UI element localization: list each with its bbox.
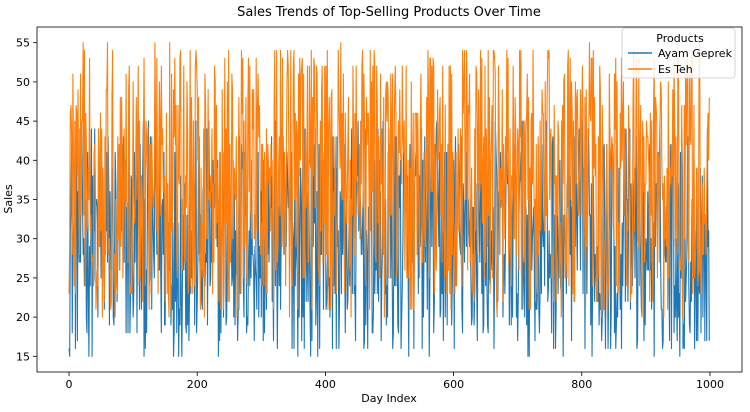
y-tick-label: 15 [16, 350, 30, 363]
y-axis-label: Sales [2, 184, 15, 214]
y-tick-label: 50 [16, 76, 30, 89]
legend-box [621, 27, 736, 79]
x-axis: 0 200 400 600 800 1000 [66, 372, 724, 391]
series-line-es-teh [68, 42, 710, 318]
legend-label-es-teh: Es Teh [658, 63, 693, 76]
series-layer [68, 42, 710, 357]
chart-title: Sales Trends of Top-Selling Products Ove… [237, 5, 541, 20]
y-tick-label: 35 [16, 194, 30, 207]
x-tick-label: 200 [187, 378, 208, 391]
x-tick-label: 1000 [696, 378, 724, 391]
legend: Products Ayam Geprek Es Teh [621, 27, 736, 79]
x-axis-label: Day Index [361, 392, 417, 405]
y-tick-label: 30 [16, 233, 30, 246]
y-axis: 15 20 25 30 35 40 45 50 55 [16, 37, 37, 363]
y-tick-label: 55 [16, 37, 30, 50]
y-tick-label: 40 [16, 154, 30, 167]
x-tick-label: 800 [571, 378, 592, 391]
legend-label-ayam-geprek: Ayam Geprek [658, 47, 733, 60]
y-tick-label: 25 [16, 272, 30, 285]
y-tick-label: 20 [16, 311, 30, 324]
x-tick-label: 400 [315, 378, 336, 391]
x-tick-label: 0 [66, 378, 73, 391]
y-tick-label: 45 [16, 115, 30, 128]
x-tick-label: 600 [443, 378, 464, 391]
legend-title: Products [656, 32, 704, 45]
